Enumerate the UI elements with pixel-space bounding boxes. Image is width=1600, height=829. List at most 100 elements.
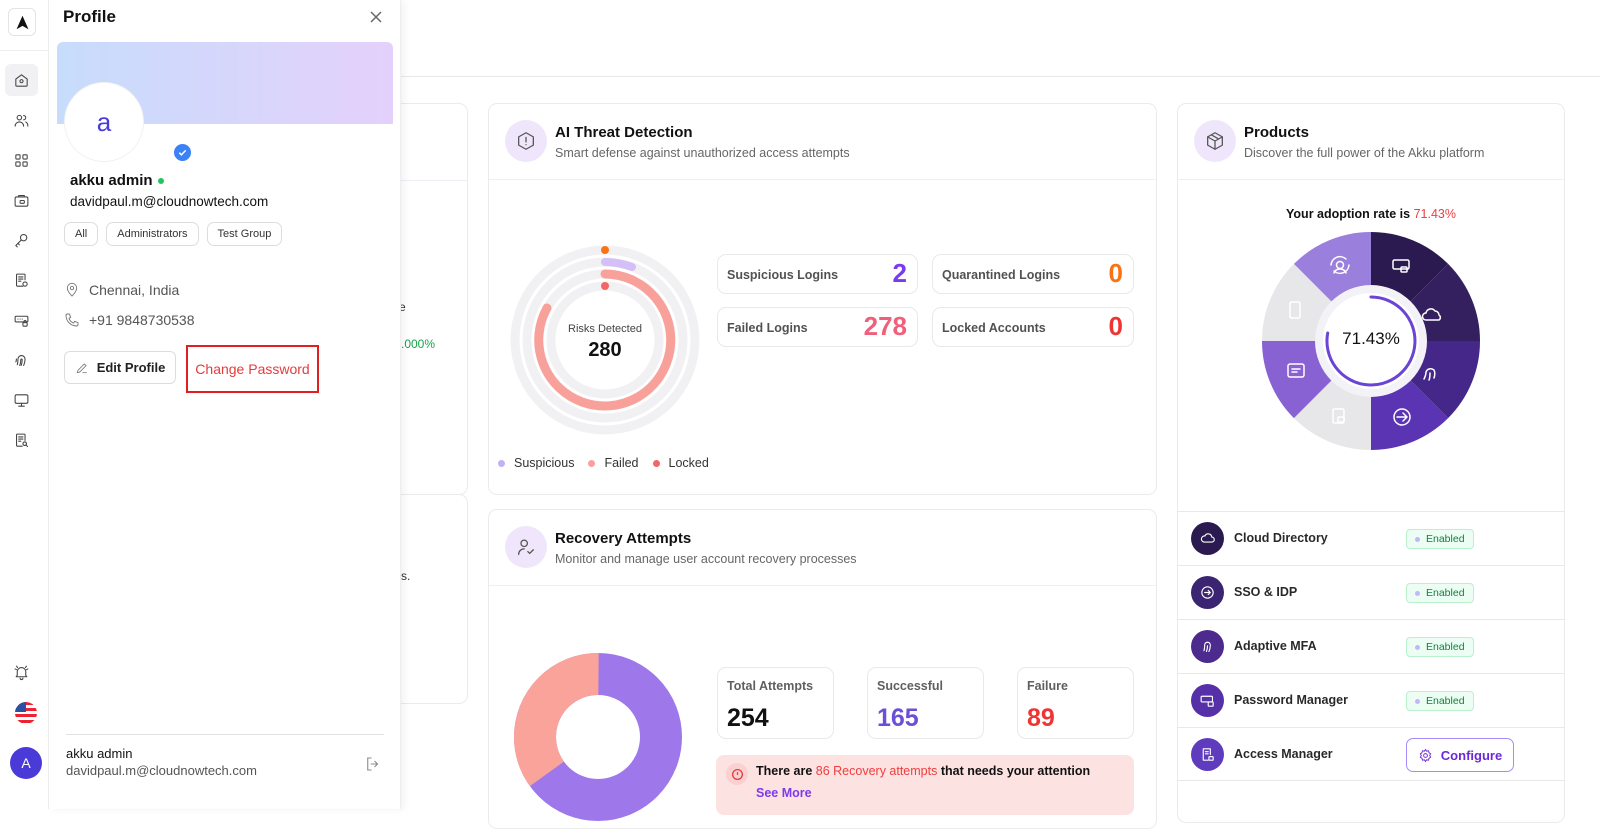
- stat-value: 0: [1108, 311, 1123, 341]
- footer-user-email: davidpaul.m@cloudnowtech.com: [66, 763, 257, 778]
- alert-circle-icon: [731, 768, 743, 780]
- stat-label: Locked Accounts: [942, 321, 1046, 335]
- rail-item-password-manager[interactable]: [5, 304, 38, 336]
- rail-item-audit[interactable]: [5, 424, 38, 456]
- product-row-adaptive-mfa[interactable]: Adaptive MFA Enabled: [1178, 619, 1564, 673]
- edit-profile-label: Edit Profile: [96, 360, 166, 375]
- legend-suspicious: Suspicious: [498, 456, 574, 470]
- status-badge: Enabled: [1406, 691, 1474, 711]
- close-icon: [370, 11, 382, 23]
- rail-item-users[interactable]: [5, 104, 38, 136]
- pencil-icon: [76, 362, 87, 373]
- key-icon: [15, 233, 28, 247]
- card-subtitle: Smart defense against unauthorized acces…: [555, 146, 850, 160]
- stat-total-attempts[interactable]: Total Attempts 254: [717, 667, 834, 739]
- profile-email: davidpaul.m@cloudnowtech.com: [70, 194, 269, 209]
- stat-label: Suspicious Logins: [727, 268, 839, 282]
- legend-label: Failed: [604, 456, 639, 470]
- product-name: Access Manager: [1234, 747, 1333, 761]
- rail-item-apps[interactable]: [5, 144, 38, 176]
- close-button[interactable]: [368, 9, 384, 25]
- app-logo[interactable]: [8, 8, 36, 36]
- product-row-password-manager[interactable]: Password Manager Enabled: [1178, 673, 1564, 727]
- edit-profile-button[interactable]: Edit Profile: [64, 351, 176, 384]
- product-name: Cloud Directory: [1234, 531, 1328, 545]
- gear-icon: [1419, 748, 1432, 762]
- grid-icon: [15, 153, 28, 167]
- card-subtitle: Discover the full power of the Akku plat…: [1244, 146, 1485, 160]
- group-chip-all[interactable]: All: [64, 222, 99, 246]
- legend-dot: [588, 459, 596, 467]
- obscured-text: s.: [401, 569, 411, 583]
- stat-value: 2: [892, 258, 907, 288]
- logout-button[interactable]: [364, 755, 382, 773]
- product-row-sso-idp[interactable]: SSO & IDP Enabled: [1178, 565, 1564, 619]
- document-shield-icon: [16, 273, 28, 287]
- logout-icon: [367, 757, 379, 771]
- group-chip-test-group[interactable]: Test Group: [206, 222, 283, 246]
- card-icon: [505, 526, 547, 568]
- badge-label: Enabled: [1426, 587, 1465, 599]
- stat-value: 254: [727, 704, 769, 732]
- check-icon: [178, 149, 187, 156]
- legend-failed: Failed: [588, 456, 639, 470]
- akku-logo-icon: [16, 15, 28, 29]
- adoption-rate-value: 71.43%: [1413, 207, 1456, 221]
- product-icon: [1191, 576, 1224, 609]
- see-more-link[interactable]: See More: [756, 786, 812, 800]
- stat-value: 278: [863, 311, 907, 341]
- stat-suspicious-logins[interactable]: Suspicious Logins 2: [717, 254, 918, 294]
- verified-badge: [172, 142, 193, 163]
- hexagon-alert-icon: [518, 132, 534, 150]
- user-check-icon: [518, 539, 534, 555]
- status-badge: Enabled: [1406, 583, 1474, 603]
- rail-item-devices[interactable]: [5, 384, 38, 416]
- adoption-rate-text: Your adoption rate is 71.43%: [1178, 207, 1564, 221]
- stat-locked-accounts[interactable]: Locked Accounts 0: [932, 307, 1134, 347]
- stat-label: Total Attempts: [727, 679, 814, 693]
- rail-item-home[interactable]: [5, 64, 38, 96]
- product-name: Adaptive MFA: [1234, 639, 1317, 653]
- account-avatar[interactable]: A: [10, 747, 42, 779]
- configure-button[interactable]: Configure: [1406, 738, 1514, 772]
- product-icon: [1191, 522, 1224, 555]
- badge-dot: [1415, 698, 1420, 704]
- alert-suffix: that needs your attention: [937, 764, 1091, 778]
- stat-label: Quarantined Logins: [942, 268, 1061, 282]
- stat-failure[interactable]: Failure 89: [1017, 667, 1134, 739]
- cloud-icon: [1200, 533, 1215, 543]
- group-chip-administrators[interactable]: Administrators: [106, 222, 199, 246]
- stat-value: 89: [1027, 704, 1055, 732]
- fingerprint-icon: [1203, 641, 1211, 653]
- badge-label: Enabled: [1426, 695, 1465, 707]
- product-row-access-manager[interactable]: Access Manager Configure: [1178, 727, 1564, 781]
- rail-item-biometrics[interactable]: [5, 344, 38, 376]
- badge-dot: [1415, 590, 1420, 596]
- legend-locked: Locked: [652, 456, 709, 470]
- rail-item-keys[interactable]: [5, 224, 38, 256]
- product-adoption-wheel: [1262, 232, 1480, 450]
- password-manager-icon: [1200, 695, 1214, 707]
- alert-icon: [726, 763, 748, 785]
- change-password-button[interactable]: Change Password: [186, 345, 319, 393]
- card-title: Recovery Attempts: [555, 530, 692, 547]
- language-flag-us-icon[interactable]: [15, 702, 37, 724]
- divider: [66, 734, 384, 735]
- access-manager-icon: [1202, 748, 1214, 761]
- stat-failed-logins[interactable]: Failed Logins 278: [717, 307, 918, 347]
- stat-successful[interactable]: Successful 165: [867, 667, 984, 739]
- password-manager-icon: [14, 315, 29, 327]
- stat-value: 165: [877, 704, 919, 732]
- rail-item-policy[interactable]: [5, 264, 38, 296]
- rail-item-notifications[interactable]: [5, 656, 38, 688]
- badge-label: Enabled: [1426, 641, 1465, 653]
- stat-quarantined-logins[interactable]: Quarantined Logins 0: [932, 254, 1134, 294]
- product-row-cloud-directory[interactable]: Cloud Directory Enabled: [1178, 511, 1564, 565]
- phone-text: +91 9848730538: [89, 312, 195, 328]
- profile-name: akku admin: [70, 172, 164, 189]
- configure-label: Configure: [1440, 747, 1503, 763]
- adoption-prefix: Your adoption rate is: [1286, 207, 1414, 221]
- badge-dot: [1415, 644, 1420, 650]
- badge-label: Enabled: [1426, 533, 1465, 545]
- rail-item-wallet[interactable]: [5, 184, 38, 216]
